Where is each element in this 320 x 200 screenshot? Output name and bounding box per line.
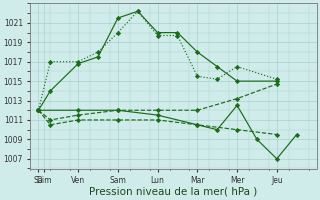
- X-axis label: Pression niveau de la mer( hPa ): Pression niveau de la mer( hPa ): [89, 187, 258, 197]
